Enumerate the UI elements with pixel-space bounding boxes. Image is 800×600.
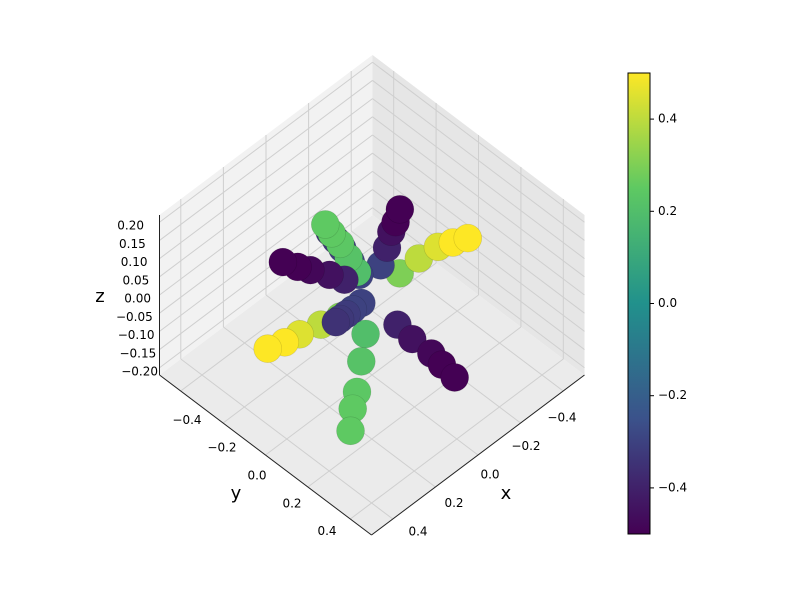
point: [453, 223, 483, 253]
x-axis-line: [371, 374, 585, 536]
grid-line: [372, 207, 585, 369]
grid-line: [159, 170, 373, 332]
point: [336, 416, 365, 446]
grid-line: [372, 134, 585, 296]
point: [397, 324, 427, 354]
y-axis-line: [159, 374, 372, 536]
z-axis-label: z: [95, 286, 104, 307]
point: [268, 247, 298, 277]
point: [440, 363, 469, 392]
grid-line: [372, 98, 585, 260]
y-tick-label: 0.0: [247, 469, 266, 483]
point: [346, 347, 376, 376]
x-tick-label: −0.4: [547, 411, 576, 425]
y-tick-label: −0.4: [172, 413, 201, 427]
point: [385, 195, 415, 224]
x-tick-label: 0.0: [480, 468, 499, 482]
grid-line: [159, 116, 373, 278]
z-tick-label: 0.05: [123, 273, 150, 287]
grid-line: [307, 326, 522, 488]
grid-line: [372, 61, 585, 223]
z-tick-label: −0.15: [119, 346, 156, 360]
colorbar-tick-label: −0.4: [658, 480, 687, 494]
point: [321, 307, 351, 337]
colorbar: [627, 72, 651, 535]
grid-line: [159, 189, 373, 350]
grid-line: [159, 61, 373, 223]
grid-line: [159, 80, 373, 241]
colorbar-tick-label: −0.2: [658, 388, 687, 402]
grid-line: [159, 134, 373, 296]
z-tick-label: 0.00: [124, 292, 151, 306]
y-tick-label: 0.4: [317, 524, 336, 538]
point: [310, 210, 340, 239]
x-tick-label: −0.2: [511, 439, 540, 453]
z-tick-label: 0.15: [119, 237, 146, 251]
grid-line: [265, 294, 479, 456]
grid-line: [349, 358, 564, 520]
z-tick-label: 0.10: [121, 255, 148, 269]
grid-line: [372, 80, 585, 241]
plot-area: [253, 195, 483, 446]
z-tick-label: 0.20: [117, 219, 144, 233]
colorbar-tick-label: 0.2: [658, 204, 677, 218]
colorbar-tick-label: 0.4: [658, 112, 677, 126]
grid-line: [222, 262, 437, 424]
x-tick-label: 0.4: [408, 524, 427, 538]
grid-line: [159, 98, 373, 260]
z-tick-label: −0.10: [118, 328, 155, 342]
colorbar-tick-label: 0.0: [658, 296, 677, 310]
grid-line: [372, 116, 585, 278]
x-tick-label: 0.2: [444, 496, 463, 510]
grid-line: [159, 152, 373, 314]
y-axis-label: y: [231, 483, 242, 504]
y-tick-label: 0.2: [282, 496, 301, 510]
point: [351, 319, 380, 349]
x-axis-label: x: [501, 483, 512, 504]
y-tick-label: −0.2: [207, 441, 236, 455]
z-tick-label: −0.20: [121, 365, 158, 379]
z-tick-label: −0.05: [116, 310, 153, 324]
point: [253, 334, 283, 363]
panes: [159, 55, 585, 536]
